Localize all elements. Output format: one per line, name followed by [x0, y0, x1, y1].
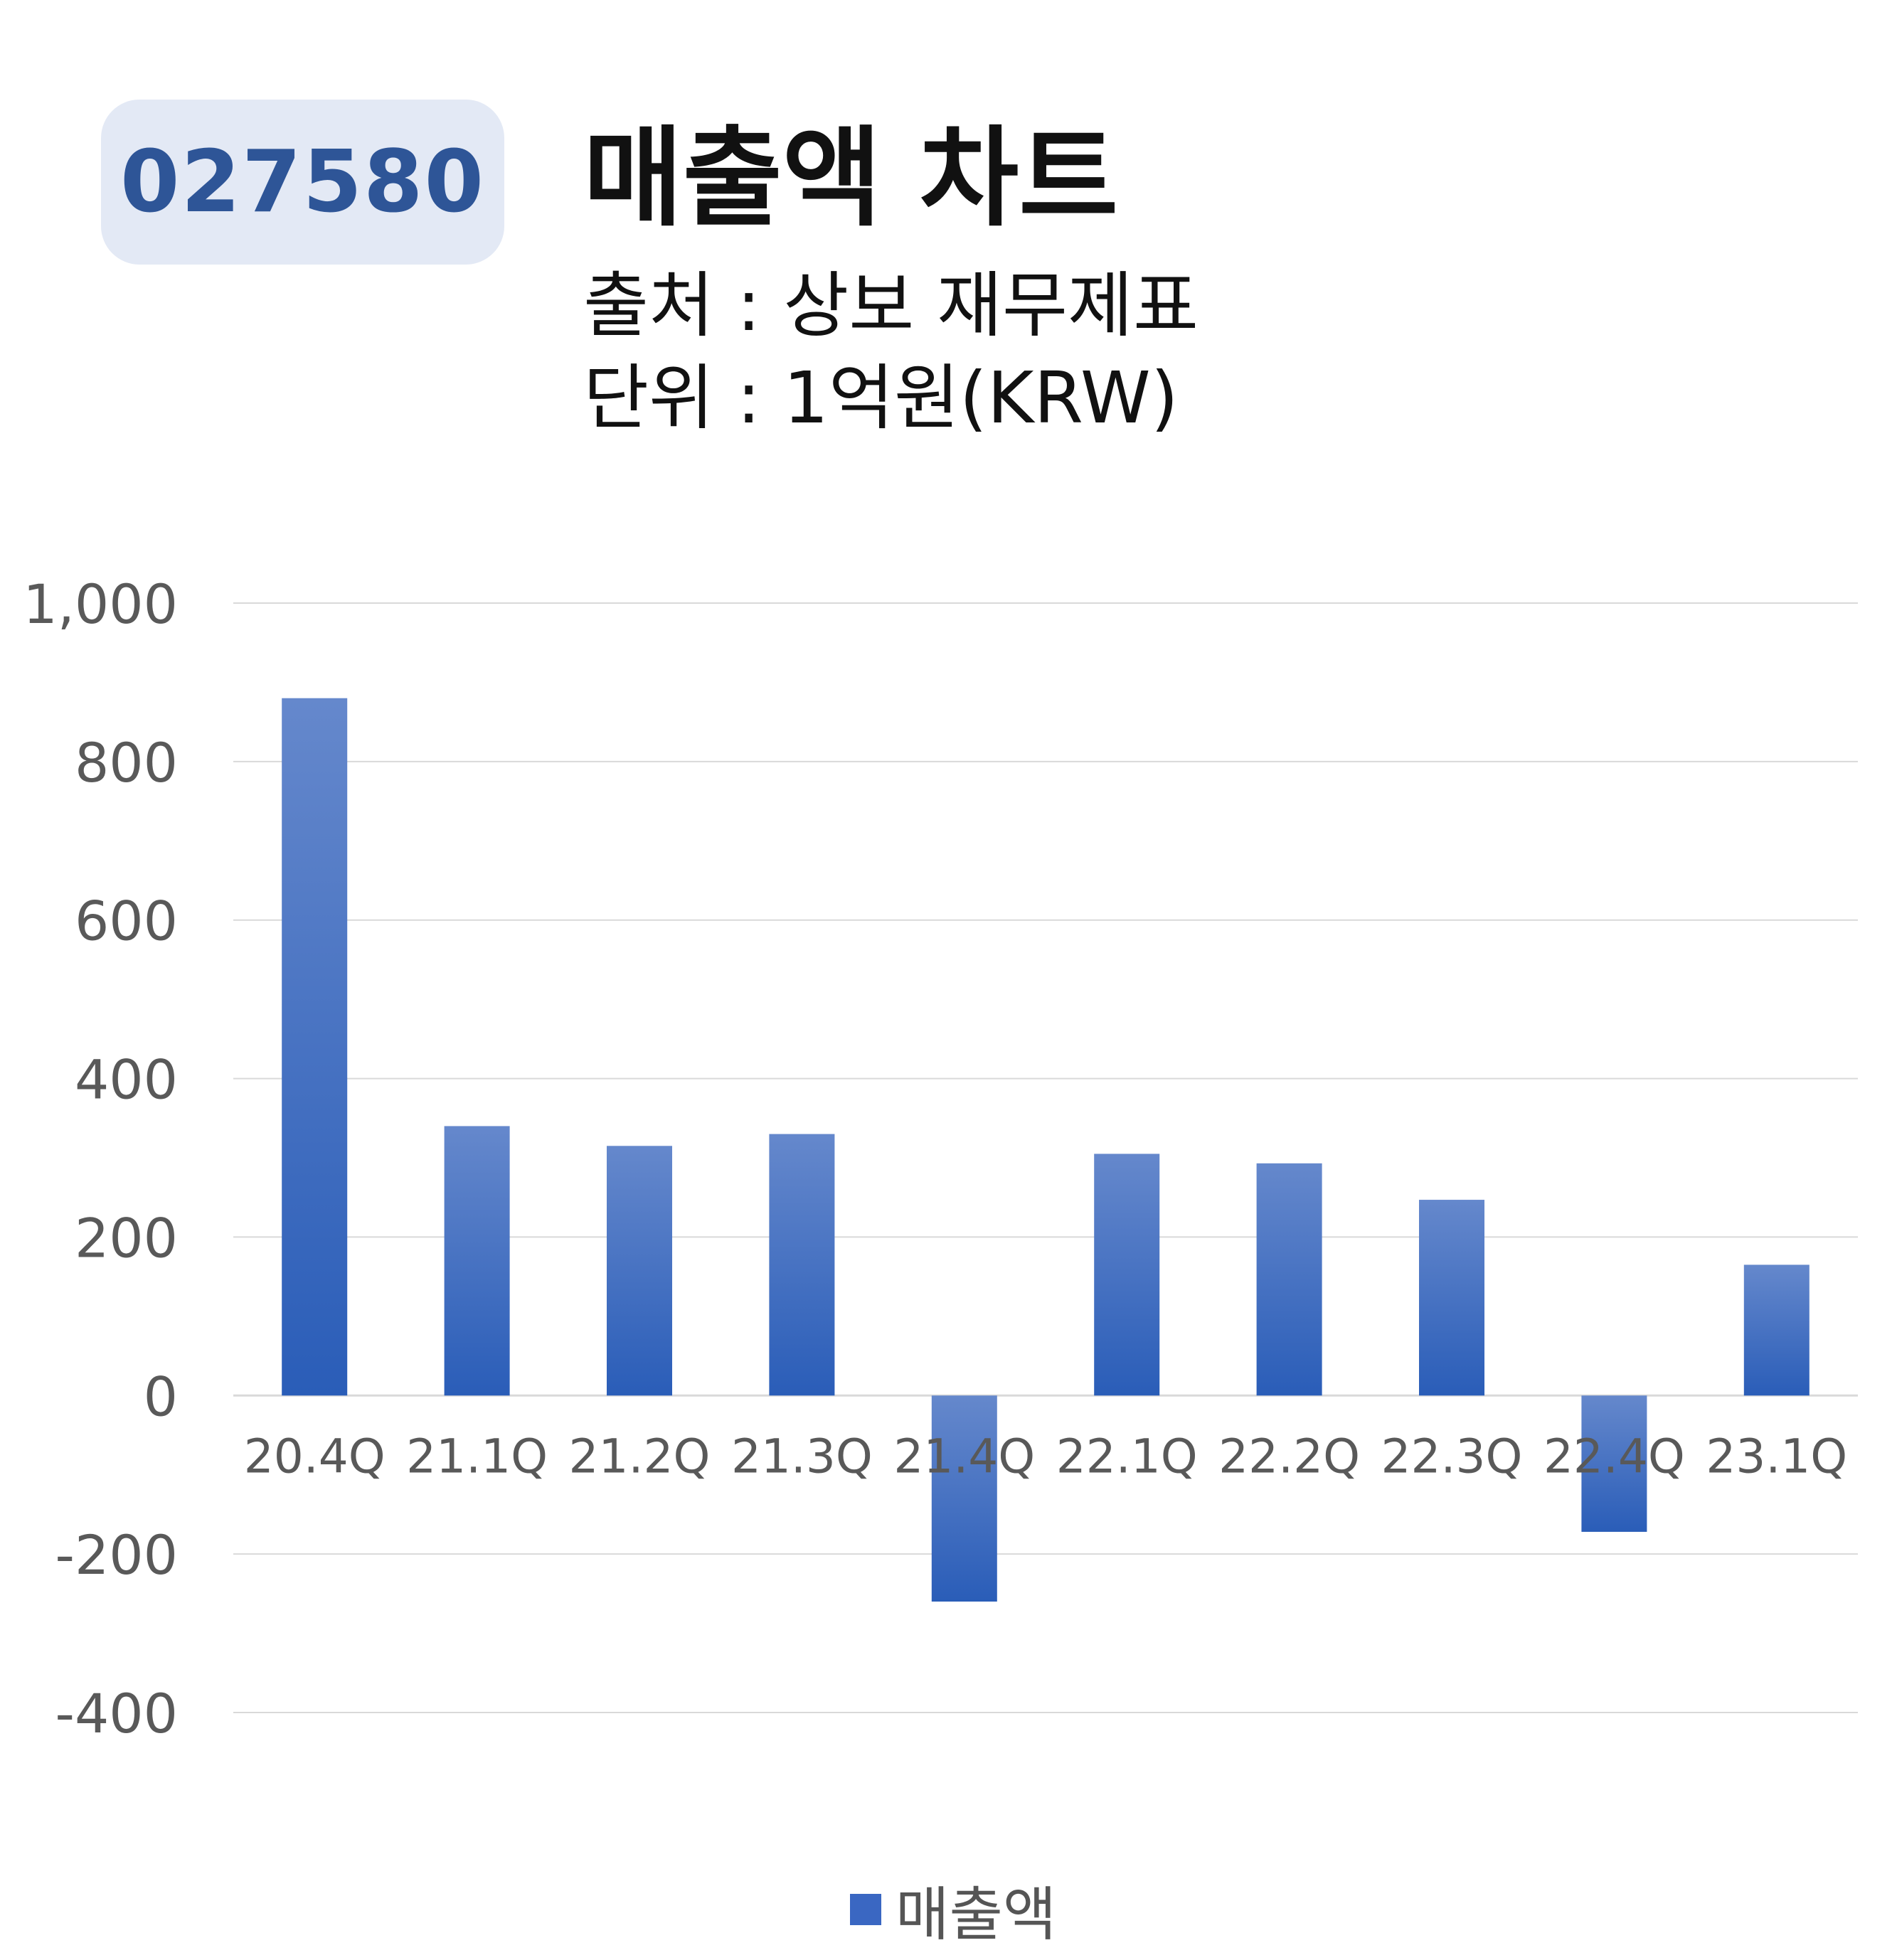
x-tick-label: 21.1Q — [406, 1429, 548, 1484]
x-tick-label: 22.3Q — [1381, 1429, 1523, 1484]
x-tick-label: 21.2Q — [569, 1429, 711, 1484]
x-tick-label: 20.4Q — [244, 1429, 386, 1484]
y-tick-label: 1,000 — [23, 572, 178, 636]
x-tick-label: 21.3Q — [731, 1429, 873, 1484]
x-tick-label: 22.4Q — [1543, 1429, 1685, 1484]
ticker-badge: 027580 — [101, 100, 504, 265]
bar-21.3Q — [769, 1134, 835, 1396]
bar-23.1Q — [1743, 1264, 1810, 1396]
bars — [282, 698, 1810, 1602]
y-tick-label: 200 — [75, 1206, 178, 1269]
y-tick-label: 400 — [75, 1048, 178, 1112]
bar-22.4Q — [1581, 1395, 1647, 1532]
bar-21.4Q — [931, 1395, 997, 1602]
y-tick-label: -400 — [55, 1682, 178, 1745]
chart-title: 매출액 차트 — [583, 115, 1119, 241]
bar-21.2Q — [607, 1146, 672, 1396]
bar-21.1Q — [444, 1126, 510, 1396]
x-tick-label: 21.4Q — [893, 1429, 1035, 1484]
bar-20.4Q — [282, 698, 348, 1396]
y-tick-label: 800 — [75, 731, 178, 794]
y-tick-label: 600 — [75, 890, 178, 953]
y-axis-ticks: 1,000 800 600 400 200 0 -200 -400 — [23, 572, 178, 1745]
legend-label: 매출액 — [896, 1881, 1057, 1949]
bar-22.1Q — [1094, 1154, 1160, 1396]
y-tick-label: 0 — [144, 1365, 178, 1428]
legend: 매출액 — [850, 1867, 1056, 1951]
x-tick-label: 23.1Q — [1706, 1429, 1847, 1484]
x-axis-ticks: 20.4Q 21.1Q 21.2Q 21.3Q 21.4Q 22.1Q 22.2Q 22.3Q… — [244, 1429, 1848, 1484]
bar-22.3Q — [1419, 1200, 1484, 1396]
unit-line: 단위 : 1억원(KRW) — [583, 356, 1179, 440]
x-tick-label: 22.2Q — [1218, 1429, 1360, 1484]
y-tick-label: -200 — [55, 1523, 178, 1587]
legend-swatch — [850, 1893, 881, 1925]
bar-22.2Q — [1256, 1163, 1322, 1396]
source-line: 출처 : 상보 재무제표 — [583, 264, 1199, 347]
x-tick-label: 22.1Q — [1056, 1429, 1198, 1484]
